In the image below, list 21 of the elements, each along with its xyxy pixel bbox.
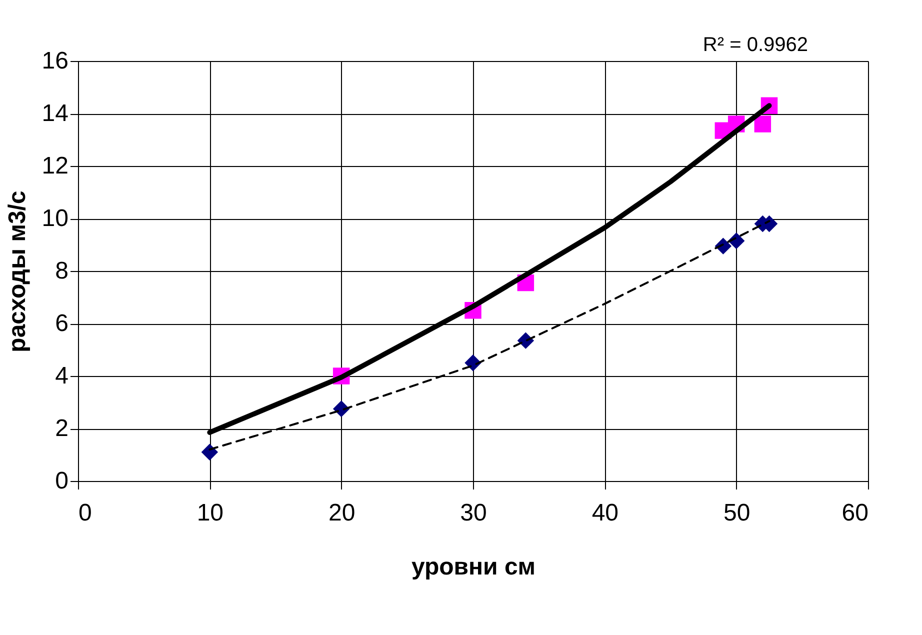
x-tick-label: 20 bbox=[328, 500, 356, 526]
y-tick-label: 0 bbox=[55, 468, 68, 494]
x-tick-label: 50 bbox=[723, 500, 750, 526]
x-tick-label: 30 bbox=[460, 500, 487, 526]
y-tick-label: 14 bbox=[42, 100, 68, 127]
y-tick-label: 16 bbox=[42, 48, 68, 74]
x-tick-label: 60 bbox=[842, 500, 868, 526]
x-tick-label: 40 bbox=[592, 500, 619, 526]
x-tick-label: 10 bbox=[196, 500, 224, 526]
y-axis-title: расходы м3/с bbox=[4, 190, 31, 352]
y-tick-label: 2 bbox=[55, 415, 68, 442]
point bbox=[201, 444, 218, 460]
y-tick-label: 4 bbox=[55, 362, 68, 390]
text: R² = 0.9962 bbox=[702, 34, 808, 56]
x-axis-title: уровни см bbox=[411, 554, 536, 580]
y-tick-label: 12 bbox=[42, 152, 68, 180]
y-tick-label: 10 bbox=[42, 205, 68, 232]
x-tick-label: 0 bbox=[78, 500, 92, 526]
y-tick-label: 6 bbox=[55, 310, 68, 337]
y-tick-label: 8 bbox=[55, 258, 68, 284]
point bbox=[754, 116, 772, 132]
